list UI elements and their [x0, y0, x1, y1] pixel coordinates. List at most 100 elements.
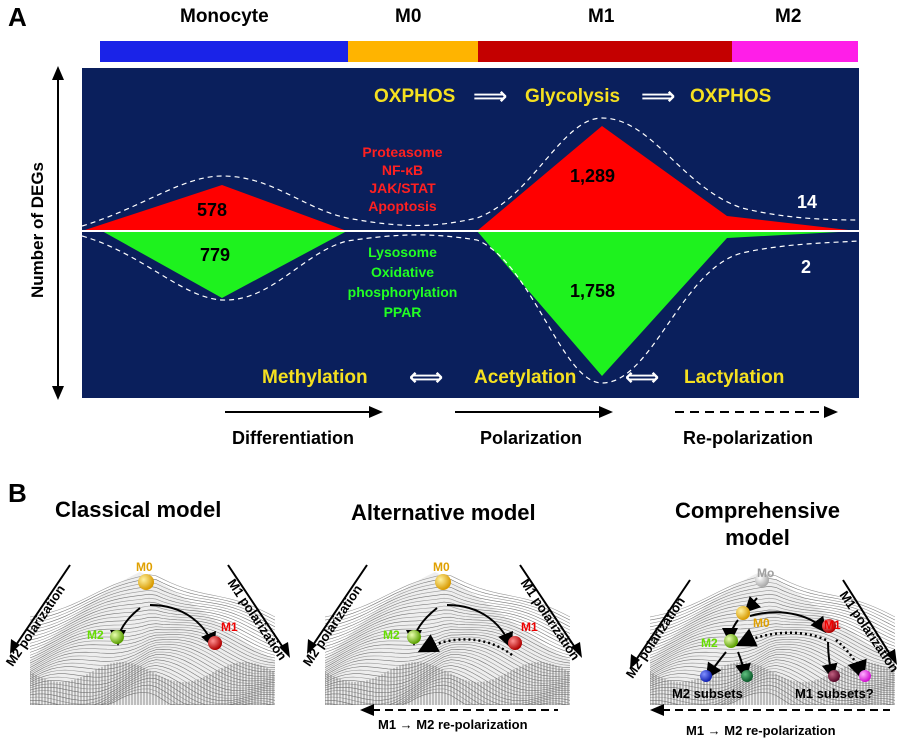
- landscape-contour: [650, 609, 895, 647]
- metabolism-arrow-2: ⟹: [641, 83, 676, 110]
- landscape-contour: [325, 601, 570, 641]
- landscape-contour: [325, 629, 570, 664]
- stage-label-monocyte: Monocyte: [180, 6, 269, 27]
- landscape-contour: [650, 605, 895, 644]
- m2-subset-blue-ball: [700, 670, 712, 682]
- comprehensive-m1-ball: [822, 619, 836, 633]
- panel-a-letter: A: [8, 2, 27, 32]
- landscape-contour: [325, 636, 570, 670]
- m2-subsets-label: M2 subsets: [672, 686, 743, 701]
- pathway-apoptosis: Apoptosis: [368, 198, 437, 214]
- landscape-contour: [30, 589, 275, 631]
- landscape-contour: [30, 634, 275, 668]
- stage-bar-m1: [478, 41, 732, 62]
- landscape-contour: [325, 688, 570, 705]
- pathway-ppar: PPAR: [383, 304, 422, 320]
- landscape-contour: [325, 626, 570, 661]
- process-polarization: Polarization: [480, 428, 583, 448]
- comprehensive-m2-label: M2: [701, 636, 718, 650]
- landscape-contour: [650, 613, 895, 650]
- stage-bar-monocyte: [100, 41, 348, 62]
- deg-panel: [82, 68, 859, 398]
- deg-up-differentiation: 578: [197, 200, 228, 220]
- epigenetic-acetylation: Acetylation: [474, 367, 577, 388]
- landscape-contour: [650, 692, 895, 705]
- pathway-nfkb: NF-κB: [381, 162, 424, 178]
- landscape-contour: [650, 688, 895, 705]
- landscape-contour: [30, 620, 275, 656]
- landscape-contour: [325, 634, 570, 668]
- landscape-contour: [650, 589, 895, 631]
- landscape-contour: [650, 601, 895, 641]
- classical-landscape: [30, 572, 275, 705]
- metabolism-oxphos-end: OXPHOS: [690, 86, 772, 107]
- classical-m0-ball: [138, 574, 154, 590]
- landscape-contour: [650, 574, 895, 618]
- metabolism-arrow-1: ⟹: [473, 83, 508, 110]
- landscape-contour: [30, 626, 275, 661]
- landscape-contour: [30, 631, 275, 666]
- landscape-contour: [30, 688, 275, 705]
- comprehensive-m0-label: M0: [753, 616, 770, 630]
- alternative-model-title: Alternative model: [351, 500, 536, 525]
- comprehensive-m1-label: M1: [824, 618, 841, 632]
- stage-label-m1: M1: [588, 6, 615, 27]
- landscape-contour: [30, 609, 275, 647]
- stage-label-m0: M0: [395, 6, 422, 27]
- alternative-landscape: [325, 572, 570, 705]
- landscape-contour: [30, 684, 275, 705]
- landscape-contour: [650, 593, 895, 634]
- y-axis-label: Number of DEGs: [28, 161, 47, 299]
- landscape-contour: [325, 623, 570, 659]
- classical-m0-label: M0: [136, 560, 153, 574]
- deg-up-polarization: 1,289: [570, 166, 616, 186]
- deg-down-repolarization: 2: [801, 257, 812, 277]
- alternative-repolarization-label: M1 → M2 re-polarization: [378, 717, 528, 732]
- landscape-contour: [325, 605, 570, 644]
- epigenetic-lactylation: Lactylation: [684, 367, 785, 388]
- landscape-contour: [30, 585, 275, 628]
- classical-m2-ball: [110, 630, 124, 644]
- stage-label-m2: M2: [775, 6, 802, 27]
- comprehensive-mo-ball: [755, 573, 769, 587]
- landscape-contour: [650, 620, 895, 656]
- m2-subset-green-ball: [741, 670, 753, 682]
- m1-subsets-label: M1 subsets?: [795, 686, 874, 701]
- comprehensive-mo-label: Mo: [757, 566, 775, 580]
- stage-bar-m2: [732, 41, 858, 62]
- alternative-m0-label: M0: [433, 560, 450, 574]
- landscape-contour: [325, 609, 570, 647]
- landscape-contour: [325, 631, 570, 666]
- panel-b-letter: B: [8, 478, 27, 508]
- landscape-contour: [650, 597, 895, 638]
- alternative-m2-label: M2: [383, 628, 400, 642]
- upregulated-deg-area: [82, 126, 857, 231]
- landscape-contour: [325, 593, 570, 634]
- landscape-contour: [325, 574, 570, 618]
- landscape-contour: [325, 597, 570, 638]
- landscape-contour: [30, 692, 275, 705]
- classical-model-title: Classical model: [55, 497, 222, 522]
- metabolism-glycolysis: Glycolysis: [525, 86, 621, 107]
- landscape-contour: [650, 634, 895, 668]
- landscape-contour: [30, 636, 275, 670]
- comprehensive-m0-ball: [736, 606, 750, 620]
- alternative-m1-ball: [508, 636, 522, 650]
- comprehensive-model-title: Comprehensive model: [650, 497, 865, 551]
- alternative-m1-label: M1: [521, 620, 538, 634]
- landscape-contour: [325, 589, 570, 631]
- comprehensive-title-line-2: model: [725, 525, 790, 550]
- lower-dashed-envelope: [82, 234, 859, 384]
- landscape-contour: [30, 593, 275, 634]
- y-axis-double-arrow: [52, 66, 64, 400]
- landscape-contour: [30, 601, 275, 641]
- landscape-contour: [30, 623, 275, 659]
- landscape-contour: [650, 629, 895, 664]
- landscape-contour: [30, 629, 275, 664]
- pathway-oxidative: Oxidative: [370, 264, 435, 280]
- pathway-jak-stat: JAK/STAT: [369, 180, 436, 196]
- landscape-contour: [650, 578, 895, 621]
- classical-m1-ball: [208, 636, 222, 650]
- m1-subset-pink-ball: [859, 670, 871, 682]
- upregulated-pathways: Proteasome NF-κB JAK/STAT Apoptosis: [325, 143, 480, 215]
